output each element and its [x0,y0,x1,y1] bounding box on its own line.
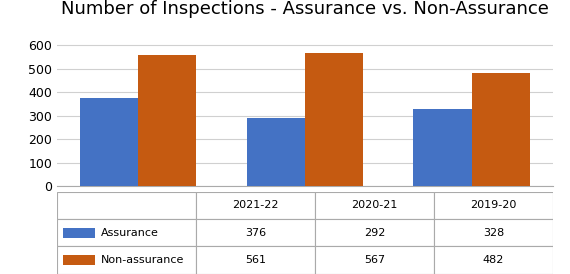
Text: 376: 376 [245,228,266,238]
Text: 2021-22: 2021-22 [232,200,279,210]
Bar [80,98,138,186]
Text: 328: 328 [483,228,504,238]
Bar [246,118,305,186]
Bar [413,109,472,186]
Bar [305,53,364,186]
Text: 2020-21: 2020-21 [351,200,397,210]
Bar [57,192,196,219]
Title: Number of Inspections - Assurance vs. Non-Assurance: Number of Inspections - Assurance vs. No… [61,0,549,18]
Text: 2019-20: 2019-20 [470,200,516,210]
Bar [434,247,553,274]
Bar [196,247,315,274]
Bar [63,228,95,238]
Bar [196,219,315,247]
Bar [138,55,197,186]
Text: 292: 292 [364,228,385,238]
Text: 567: 567 [364,255,385,265]
Bar [434,192,553,219]
Bar [196,192,315,219]
Text: 482: 482 [483,255,504,265]
Bar [315,219,434,247]
Bar [57,247,196,274]
Text: Assurance: Assurance [101,228,159,238]
Bar [315,247,434,274]
Bar [472,73,530,186]
Text: 561: 561 [245,255,266,265]
Bar [315,192,434,219]
Bar [434,219,553,247]
Text: Non-assurance: Non-assurance [101,255,184,265]
Bar [63,255,95,265]
Bar [57,219,196,247]
